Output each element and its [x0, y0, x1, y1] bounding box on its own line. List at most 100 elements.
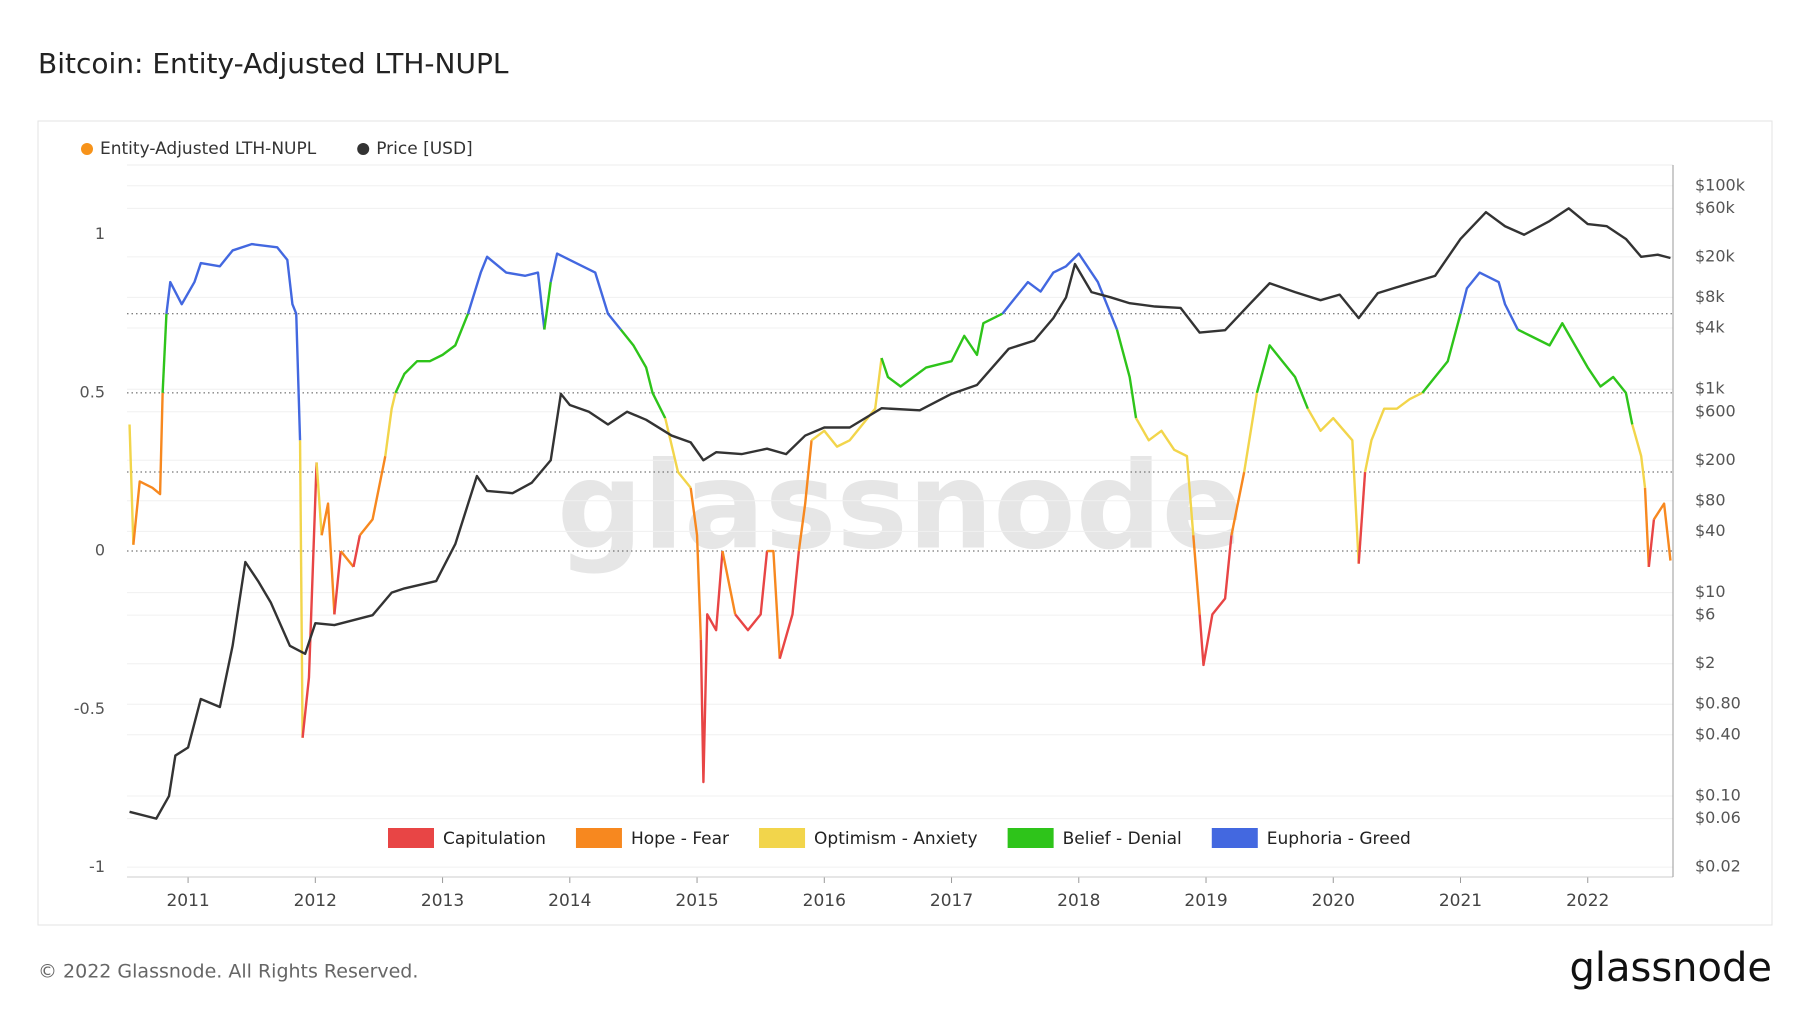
- y2-tick-label: $0.40: [1695, 724, 1741, 743]
- x-tick-label: 2022: [1566, 891, 1609, 911]
- zone-label: Hope - Fear: [631, 829, 729, 849]
- zone-swatch: [759, 828, 806, 848]
- nupl-line: [1459, 271, 1519, 331]
- x-tick-label: 2018: [1057, 891, 1100, 911]
- x-tick-label: 2013: [421, 891, 464, 911]
- nupl-line: [1363, 391, 1423, 473]
- nupl-line: [664, 417, 692, 489]
- legend-marker: [81, 143, 93, 155]
- y2-tick-label: $0.80: [1695, 694, 1741, 713]
- y2-tick-label: $600: [1695, 401, 1736, 420]
- nupl-line: [1652, 502, 1672, 561]
- x-tick-label: 2017: [930, 891, 973, 911]
- legend-marker: [357, 143, 370, 155]
- zone-swatch: [1007, 828, 1054, 848]
- nupl-line: [1230, 471, 1246, 536]
- nupl-line: [339, 550, 355, 568]
- nupl-line: [734, 550, 769, 632]
- watermark: glassnode: [557, 438, 1243, 577]
- y2-tick-label: $60k: [1695, 198, 1736, 217]
- nupl-line: [165, 242, 302, 441]
- y2-tick-label: $0.10: [1695, 786, 1741, 805]
- y2-tick-label: $10: [1695, 582, 1726, 601]
- nupl-line: [1243, 392, 1259, 473]
- nupl-line: [543, 281, 552, 330]
- legend-label: Entity-Adjusted LTH-NUPL: [100, 139, 317, 159]
- nupl-line: [301, 462, 318, 738]
- y2-tick-label: $8k: [1695, 287, 1725, 306]
- y2-tick-label: $80: [1695, 490, 1726, 509]
- x-tick-label: 2012: [294, 891, 337, 911]
- nupl-line: [880, 312, 1003, 388]
- y2-tick-label: $20k: [1695, 246, 1736, 265]
- zone-swatch: [388, 828, 434, 848]
- nupl-line: [352, 535, 362, 568]
- chart-frame: [37, 120, 1773, 926]
- y2-tick-label: $6: [1695, 605, 1715, 624]
- y-tick-label: 1: [95, 224, 105, 243]
- nupl-line: [1198, 535, 1233, 667]
- zone-swatch: [575, 828, 622, 848]
- zone-label: Belief - Denial: [1063, 829, 1182, 849]
- nupl-line: [394, 313, 470, 394]
- zone-label: Capitulation: [443, 829, 546, 849]
- price-line: [129, 207, 1671, 820]
- logo: glassnode: [1569, 945, 1772, 991]
- y2-tick-label: $1k: [1695, 379, 1725, 398]
- nupl-line: [1001, 252, 1119, 330]
- nupl-line: [1631, 424, 1647, 488]
- legend-label: Price [USD]: [376, 139, 472, 159]
- nupl-line: [358, 455, 387, 536]
- x-tick-label: 2020: [1312, 891, 1355, 911]
- nupl-line: [384, 392, 397, 457]
- footer: © 2022 Glassnode. All Rights Reserved.: [38, 961, 418, 983]
- y2-tick-label: $0.06: [1695, 808, 1741, 827]
- nupl-line: [315, 462, 323, 536]
- nupl-line: [810, 357, 883, 448]
- nupl-line: [161, 313, 168, 393]
- nupl-line: [689, 487, 703, 640]
- nupl-line: [619, 328, 667, 419]
- nupl-line: [1517, 322, 1634, 425]
- nupl-line: [767, 549, 781, 659]
- nupl-line: [1255, 344, 1309, 410]
- nupl-line: [298, 440, 304, 738]
- nupl-line: [1357, 471, 1367, 564]
- nupl-line: [1134, 417, 1195, 536]
- nupl-line: [466, 255, 546, 330]
- x-tick-label: 2016: [803, 891, 846, 911]
- y-tick-label: -0.5: [74, 699, 105, 718]
- y2-tick-label: $100k: [1695, 175, 1746, 194]
- y-tick-label: 0.5: [80, 382, 105, 401]
- x-tick-label: 2014: [548, 891, 591, 911]
- nupl-line: [132, 392, 164, 545]
- x-tick-label: 2021: [1439, 891, 1482, 911]
- nupl-line: [1643, 487, 1651, 567]
- zone-label: Euphoria - Greed: [1267, 829, 1411, 849]
- y2-tick-label: $200: [1695, 450, 1736, 469]
- nupl-line: [721, 550, 737, 615]
- nupl-line: [1306, 408, 1360, 564]
- y-tick-label: -1: [89, 857, 105, 876]
- nupl-line: [797, 440, 813, 552]
- nupl-line: [128, 424, 135, 545]
- x-tick-label: 2019: [1184, 891, 1227, 911]
- y2-tick-label: $4k: [1695, 317, 1725, 336]
- y-tick-label: 0: [95, 541, 105, 560]
- nupl-line: [333, 550, 342, 615]
- zone-swatch: [1211, 828, 1258, 848]
- nupl-line: [1192, 535, 1201, 615]
- nupl-line: [778, 550, 801, 659]
- nupl-line: [549, 252, 622, 331]
- y2-tick-label: $0.02: [1695, 857, 1741, 876]
- x-tick-label: 2015: [675, 891, 718, 911]
- x-tick-label: 2011: [166, 891, 209, 911]
- nupl-line: [1647, 519, 1656, 568]
- nupl-line: [320, 502, 336, 615]
- zone-label: Optimism - Anxiety: [814, 829, 978, 849]
- nupl-line: [1421, 313, 1462, 394]
- y2-tick-label: $2: [1695, 653, 1715, 672]
- y2-tick-label: $40: [1695, 521, 1726, 540]
- chart-title: Bitcoin: Entity-Adjusted LTH-NUPL: [38, 47, 509, 80]
